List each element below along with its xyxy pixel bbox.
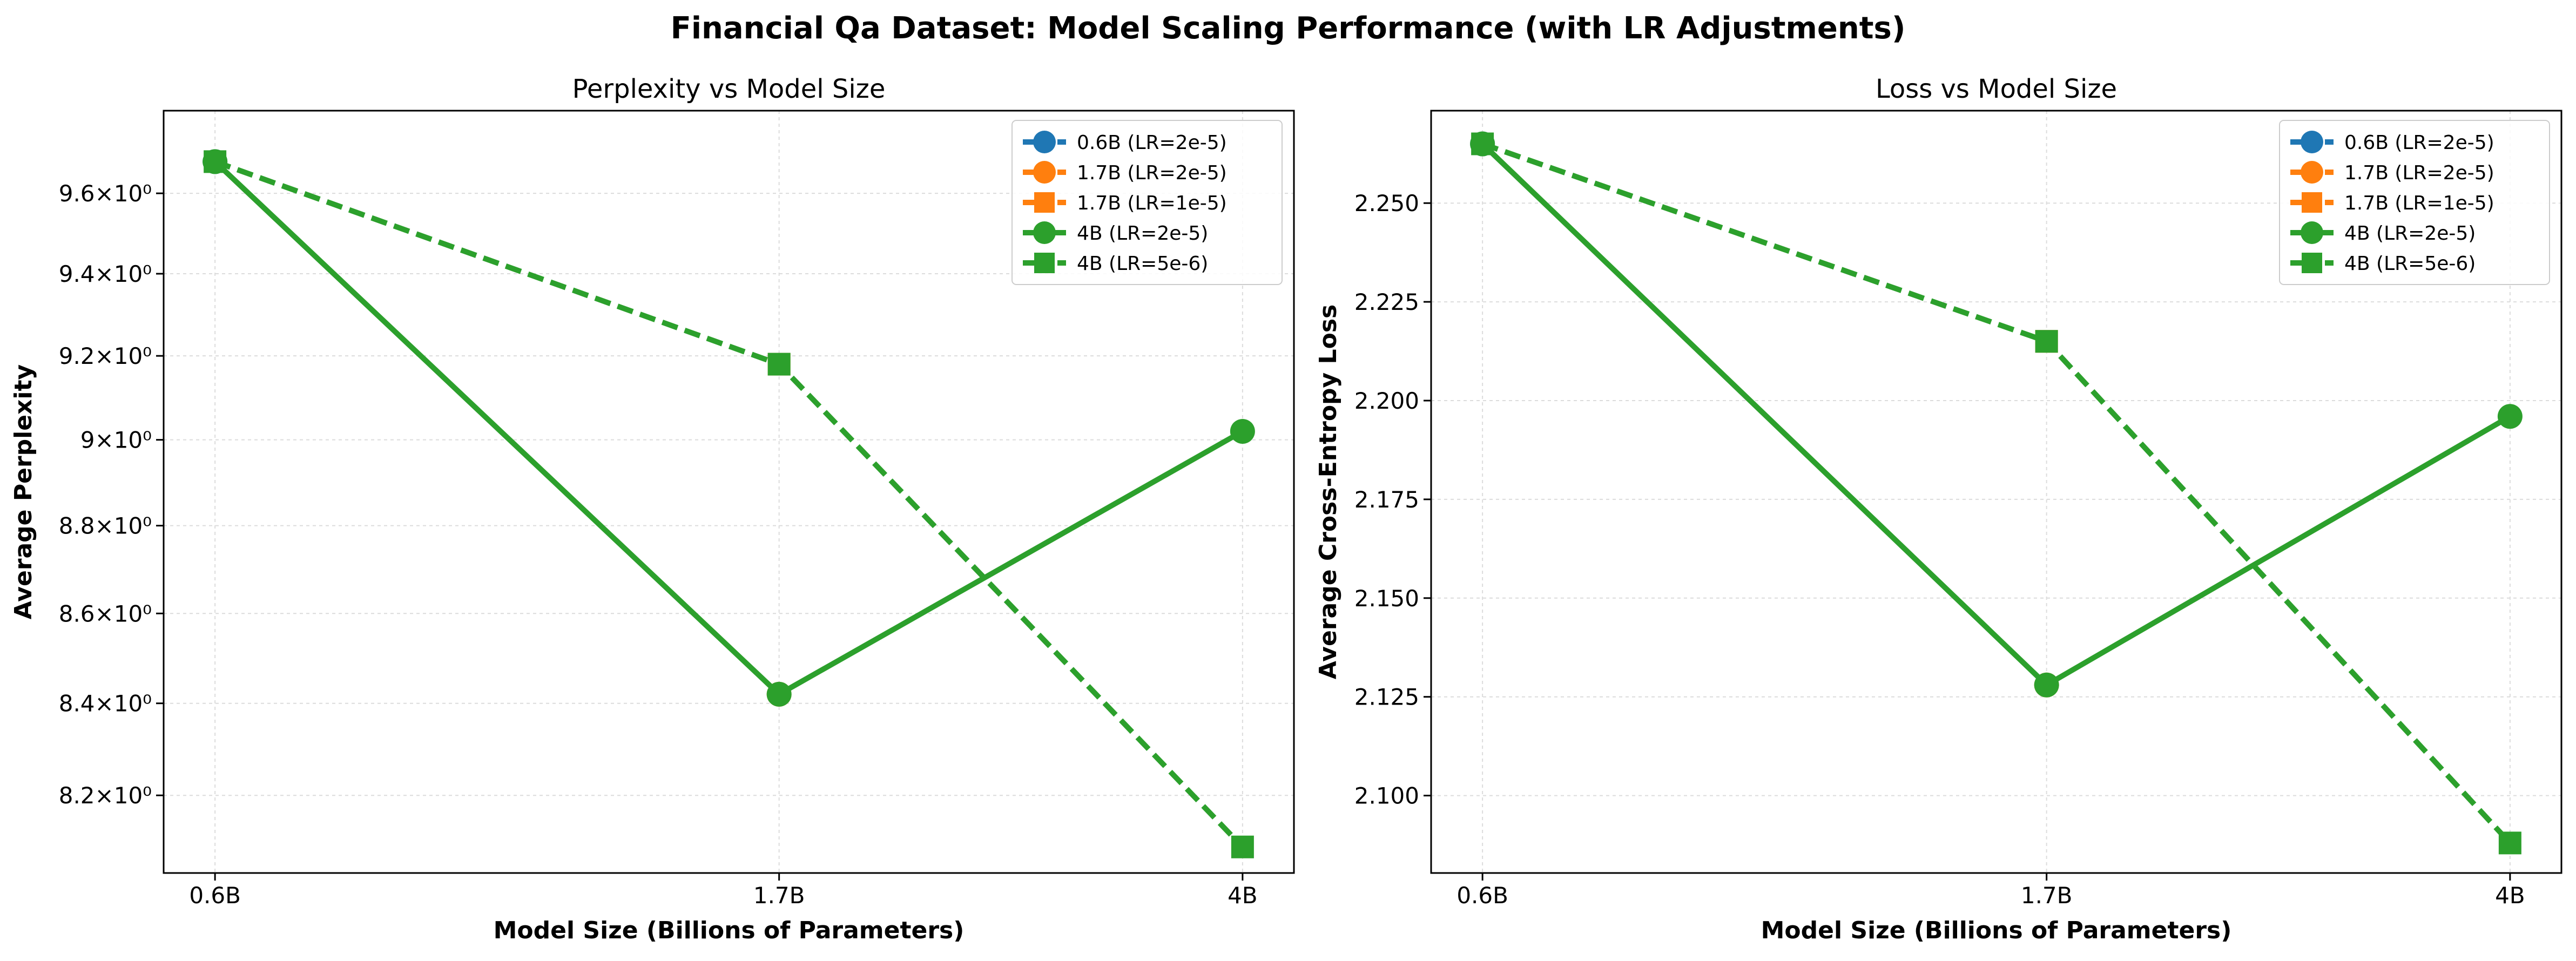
legend-label: 1.7B (LR=1e-5) [2344,192,2494,214]
chart-title: Loss vs Model Size [1876,74,2117,104]
plot-frame [163,110,1295,874]
y-tick-label: 2.250 [1354,190,1419,216]
y-tick-label: 8.2×10⁰ [59,782,152,809]
figure-title: Financial Qa Dataset: Model Scaling Perf… [670,11,1906,46]
x-axis-label: Model Size (Billions of Parameters) [494,917,965,944]
y-tick-label: 8.8×10⁰ [59,513,152,539]
y-tick-label: 8.6×10⁰ [59,600,152,627]
legend-box [2279,120,2550,285]
legend-swatch-marker [1033,131,1056,153]
data-point [2035,330,2058,353]
data-point [766,681,792,707]
plot-frame [1430,110,2562,874]
legend-swatch-marker [2301,161,2323,184]
y-tick-label: 2.125 [1354,684,1419,710]
data-point [2498,831,2521,855]
y-tick-label: 2.150 [1354,585,1419,612]
legend-swatch-marker [2302,253,2322,273]
legend-swatch-marker [2301,221,2323,244]
x-tick-label: 4B [2495,882,2525,909]
y-tick-label: 8.4×10⁰ [59,691,152,717]
legend-label: 1.7B (LR=2e-5) [2344,162,2494,184]
y-axis-label: Average Perplexity [10,364,37,619]
data-point [2497,404,2523,429]
data-point [204,150,227,173]
legend-swatch-marker [1033,161,1056,184]
chart-title: Perplexity vs Model Size [572,74,886,104]
y-tick-label: 2.225 [1354,289,1419,315]
legend: 0.6B (LR=2e-5) 1.7B (LR=2e-5) 1.7B (LR=1e-… [2279,120,2550,285]
x-tick-label: 1.7B [2021,882,2073,909]
series [1471,132,2521,855]
y-tick-label: 2.200 [1354,388,1419,414]
x-tick-label: 0.6B [189,882,241,909]
y-axis-label: Average Cross-Entropy Loss [1314,304,1342,679]
legend-swatch-marker [1033,221,1056,244]
x-tick-label: 0.6B [1456,882,1508,909]
data-point [1231,835,1254,858]
loss-chart: 0.6B 1.7B 4B 2.100 2.125 2.150 2.175 2.200 2.225… [1314,74,2562,944]
legend-label: 0.6B (LR=2e-5) [1077,132,1227,154]
legend-box [1011,120,1283,285]
y-tick-label: 9.4×10⁰ [59,261,152,287]
legend-swatch-marker [1034,192,1055,213]
legend-label: 1.7B (LR=2e-5) [1077,162,1227,184]
data-point [767,353,791,376]
legend-label: 4B (LR=2e-5) [2344,222,2476,245]
series [204,150,1254,858]
data-point [1471,132,1494,155]
perplexity-chart: 0.6B 1.7B 4B 8.2×10⁰ 8.4×10⁰ 8.6×10⁰ 8.8×10⁰ 9×… [10,74,1295,944]
legend: 0.6B (LR=2e-5) 1.7B (LR=2e-5) 1.7B (LR=1e-… [1011,120,1283,285]
legend-swatch-marker [1034,253,1055,273]
legend-label: 0.6B (LR=2e-5) [2344,132,2494,154]
legend-label: 4B (LR=5e-6) [1077,253,1208,275]
grid [164,111,1294,873]
y-tick-label: 9.2×10⁰ [59,343,152,369]
legend-label: 1.7B (LR=1e-5) [1077,192,1227,214]
legend-label: 4B (LR=5e-6) [2344,253,2476,275]
data-point [1230,418,1255,444]
legend-label: 4B (LR=2e-5) [1077,222,1208,245]
x-tick-label: 4B [1228,882,1258,909]
x-axis-label: Model Size (Billions of Parameters) [1761,917,2232,944]
legend-swatch-marker [2301,131,2323,153]
y-tick-label: 2.175 [1354,486,1419,513]
data-point [2034,672,2059,698]
x-tick-label: 1.7B [753,882,805,909]
y-tick-label: 9.6×10⁰ [59,180,152,207]
legend-swatch-marker [2302,192,2322,213]
y-tick-label: 9×10⁰ [80,427,152,454]
y-tick-label: 2.100 [1354,783,1419,809]
